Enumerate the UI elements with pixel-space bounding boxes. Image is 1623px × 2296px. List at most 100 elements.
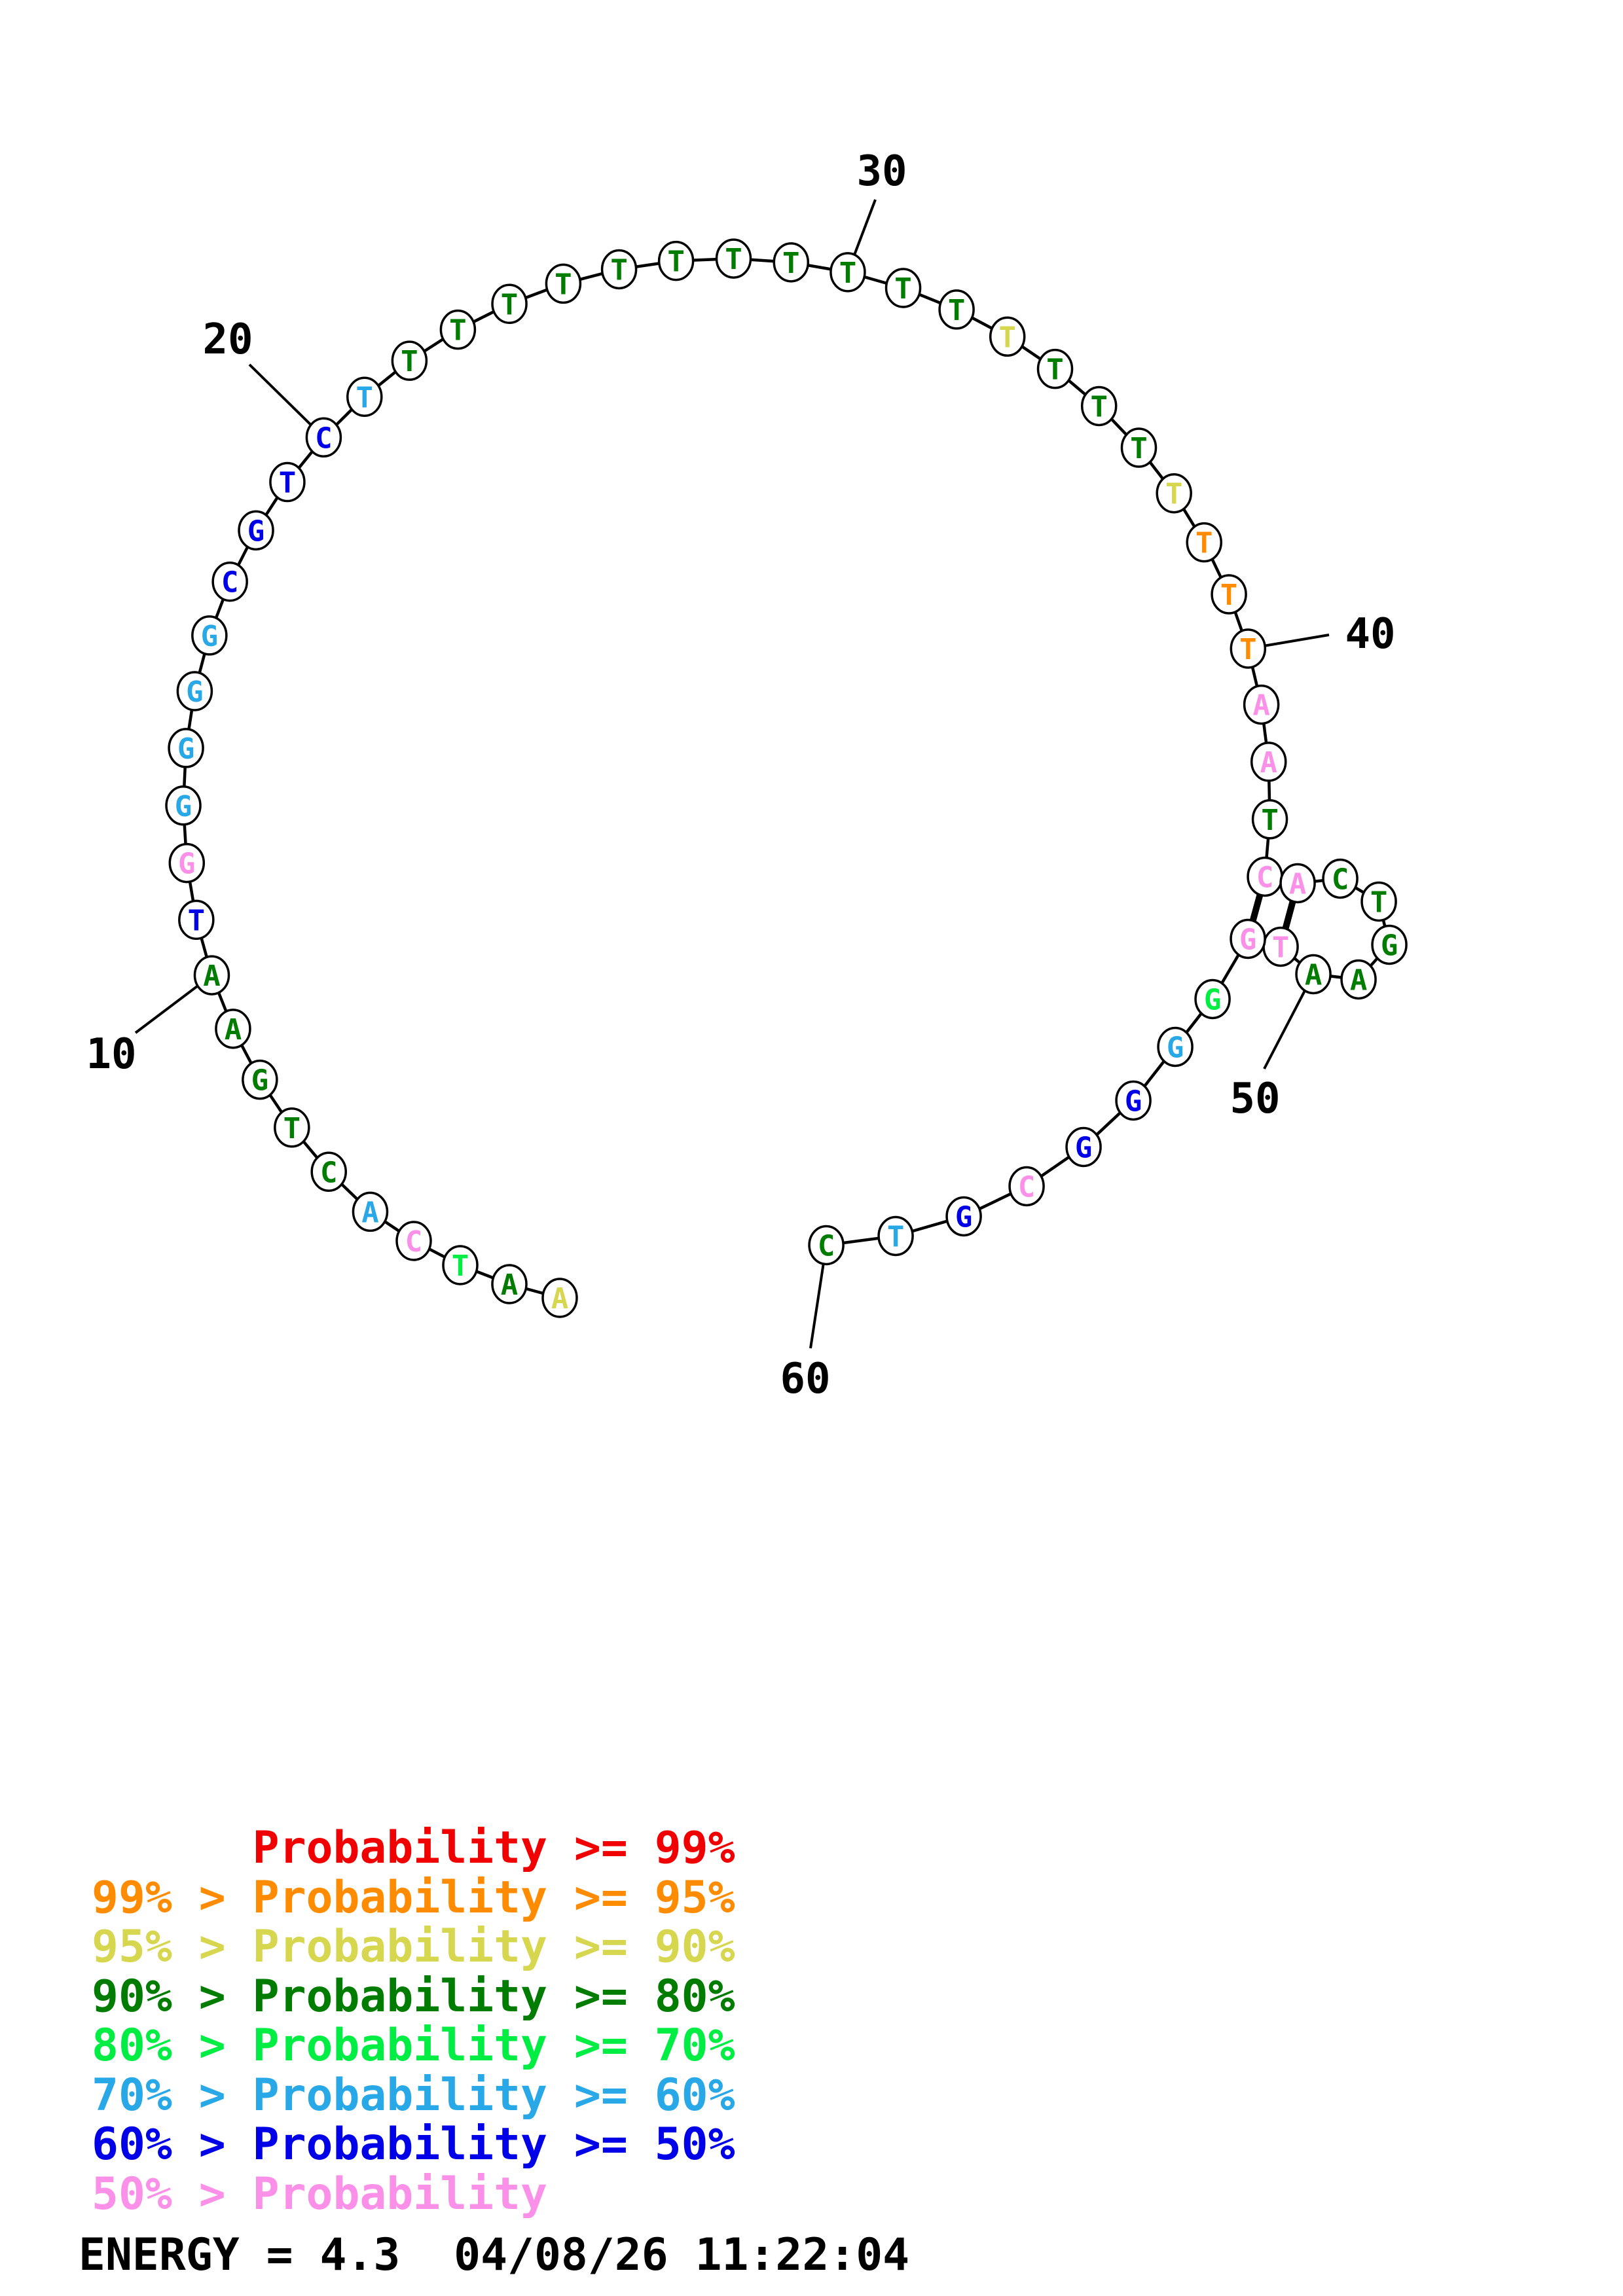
nucleotide-35-base: T bbox=[1090, 390, 1108, 423]
nucleotide-34-circle bbox=[1036, 348, 1074, 389]
nucleotide-51-base: T bbox=[1272, 931, 1290, 964]
nucleotide-24-base: T bbox=[501, 288, 519, 321]
nucleotide-60-base: C bbox=[818, 1229, 835, 1263]
nucleotide-17-base: C bbox=[221, 566, 239, 600]
nucleotide-46-circle bbox=[1322, 858, 1359, 899]
nucleotide-25-base: T bbox=[555, 268, 572, 301]
nucleotide-39-base: T bbox=[1220, 579, 1238, 612]
nucleotide-33-base: T bbox=[998, 321, 1016, 354]
nucleotide-52-base: G bbox=[1239, 923, 1257, 956]
nucleotide-14-base: G bbox=[177, 732, 195, 766]
nucleotide-45-base: A bbox=[1289, 867, 1307, 901]
nucleotide-49-circle bbox=[1340, 959, 1377, 1000]
nucleotide-10-circle bbox=[193, 955, 230, 996]
legend-row-4: 90% > Probability >= 80% bbox=[92, 1970, 735, 2022]
nucleotide-4-circle bbox=[395, 1221, 432, 1261]
position-label-10: 10 bbox=[86, 1030, 136, 1079]
nucleotide-6-base: C bbox=[320, 1156, 338, 1189]
nucleotide-18-base: G bbox=[247, 514, 265, 548]
position-label-40: 40 bbox=[1345, 610, 1395, 658]
nucleotide-47-base: T bbox=[1370, 886, 1388, 919]
nucleotide-25-circle bbox=[545, 263, 582, 304]
nucleotide-21-circle bbox=[346, 376, 383, 418]
nucleotide-29-circle bbox=[773, 242, 810, 283]
position-label-50: 50 bbox=[1230, 1075, 1280, 1123]
legend-row-5: 80% > Probability >= 70% bbox=[92, 2020, 735, 2072]
nucleotide-8-base: G bbox=[251, 1064, 269, 1098]
nucleotide-38-circle bbox=[1186, 522, 1222, 563]
nucleotide-18-circle bbox=[238, 510, 274, 551]
nucleotide-5-base: A bbox=[361, 1196, 379, 1229]
nucleotide-24-circle bbox=[491, 283, 528, 325]
nucleotide-15-circle bbox=[176, 671, 213, 711]
nucleotide-41-base: A bbox=[1252, 689, 1270, 723]
nucleotide-6-circle bbox=[310, 1151, 347, 1193]
nucleotide-54-circle bbox=[1157, 1026, 1194, 1067]
nucleotide-1-circle bbox=[541, 1278, 578, 1318]
nucleotide-37-circle bbox=[1156, 473, 1192, 514]
nucleotide-12-circle bbox=[168, 842, 206, 884]
nucleotide-30-circle bbox=[830, 252, 866, 293]
nucleotide-2-base: A bbox=[501, 1268, 519, 1302]
nucleotide-40-base: T bbox=[1239, 633, 1257, 666]
nucleotide-7-circle bbox=[274, 1107, 310, 1148]
nucleotide-28-base: T bbox=[725, 243, 742, 276]
nucleotide-36-circle bbox=[1120, 427, 1158, 468]
nucleotide-59-base: T bbox=[887, 1220, 905, 1253]
nucleotide-19-circle bbox=[269, 461, 306, 503]
nucleotide-50-circle bbox=[1295, 954, 1332, 995]
nucleotide-22-base: T bbox=[401, 345, 418, 378]
nucleotide-33-circle bbox=[989, 316, 1026, 357]
nucleotide-7-base: T bbox=[283, 1112, 301, 1145]
nucleotide-59-circle bbox=[877, 1215, 914, 1257]
nucleotide-27-base: T bbox=[667, 245, 685, 279]
nucleotide-14-circle bbox=[168, 728, 204, 768]
nucleotide-46-base: C bbox=[1332, 863, 1349, 896]
nucleotide-48-base: G bbox=[1381, 929, 1398, 962]
nucleotide-40-circle bbox=[1230, 628, 1267, 669]
nucleotide-3-base: T bbox=[452, 1249, 469, 1283]
nucleotide-57-base: C bbox=[1018, 1170, 1036, 1204]
nucleotide-53-base: G bbox=[1204, 983, 1222, 1016]
nucleotide-50-base: A bbox=[1305, 958, 1322, 992]
nucleotide-32-circle bbox=[938, 289, 975, 330]
nucleotide-26-base: T bbox=[610, 253, 628, 287]
nucleotide-31-base: T bbox=[894, 272, 912, 306]
position-label-30: 30 bbox=[856, 147, 907, 196]
nucleotide-58-circle bbox=[945, 1196, 982, 1237]
nucleotide-23-circle bbox=[439, 309, 477, 350]
nucleotide-49-base: A bbox=[1350, 963, 1368, 997]
position-label-60: 60 bbox=[780, 1355, 830, 1403]
nucleotide-8-circle bbox=[242, 1059, 278, 1100]
nucleotide-47-circle bbox=[1360, 881, 1397, 922]
nucleotide-41-circle bbox=[1243, 684, 1280, 725]
nucleotide-58-base: G bbox=[955, 1200, 973, 1234]
nucleotide-55-circle bbox=[1115, 1080, 1152, 1121]
nucleotide-19-base: T bbox=[279, 467, 297, 500]
nucleotide-36-base: T bbox=[1130, 432, 1148, 465]
legend-row-2: 99% > Probability >= 95% bbox=[92, 1871, 735, 1924]
nucleotide-48-circle bbox=[1371, 924, 1408, 965]
legend-row-1: Probability >= 99% bbox=[92, 1822, 735, 1874]
nucleotide-27-circle bbox=[657, 240, 695, 281]
nucleotide-16-circle bbox=[191, 615, 228, 656]
nucleotide-2-circle bbox=[491, 1264, 528, 1304]
nucleotide-1-base: A bbox=[551, 1282, 569, 1316]
energy-line: ENERGY = 4.3 04/08/26 11:22:04 bbox=[79, 2229, 910, 2281]
nucleotide-5-circle bbox=[352, 1191, 389, 1232]
nucleotide-4-base: C bbox=[405, 1225, 423, 1259]
nucleotide-17-circle bbox=[211, 561, 248, 602]
nucleotide-38-base: T bbox=[1195, 527, 1213, 560]
nucleotide-12-base: G bbox=[178, 848, 196, 881]
nucleotide-45-circle bbox=[1279, 863, 1316, 904]
nucleotide-9-circle bbox=[215, 1009, 251, 1049]
legend-row-3: 95% > Probability >= 90% bbox=[92, 1921, 735, 1973]
nucleotide-16-base: G bbox=[201, 620, 219, 653]
nucleotide-22-circle bbox=[391, 340, 428, 381]
nucleotide-60-circle bbox=[808, 1225, 845, 1266]
nucleotide-42-circle bbox=[1250, 742, 1287, 782]
nucleotide-11-base: T bbox=[188, 904, 206, 937]
legend-row-7: 60% > Probability >= 50% bbox=[92, 2119, 735, 2170]
